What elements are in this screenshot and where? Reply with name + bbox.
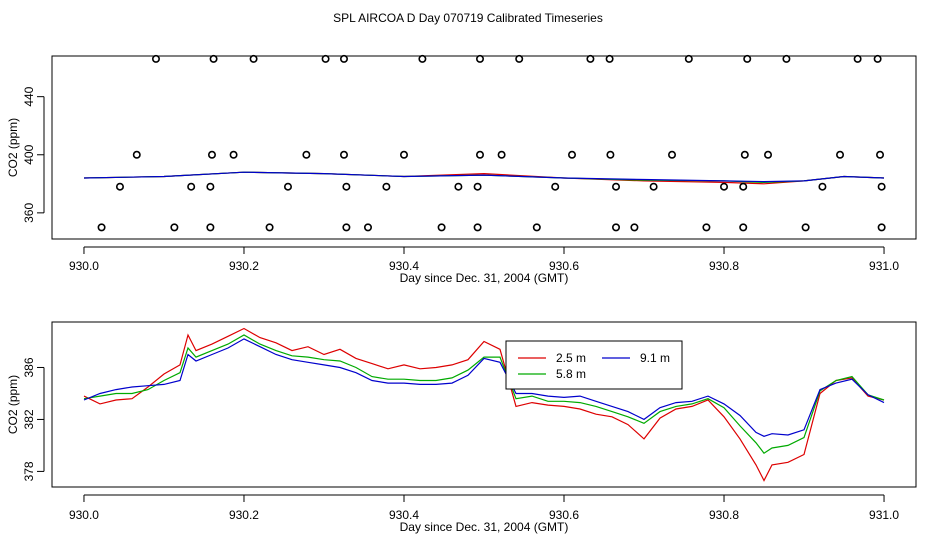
x-tick-label: 931.0 (869, 508, 899, 522)
calibration-point (744, 56, 750, 62)
calibration-point (742, 152, 748, 158)
y-tick-label: 378 (22, 461, 36, 481)
calibration-point (477, 152, 483, 158)
calibration-point (874, 56, 880, 62)
calibration-point (552, 184, 558, 190)
x-tick-label: 930.8 (709, 508, 739, 522)
calibration-point (188, 184, 194, 190)
calibration-point (650, 184, 656, 190)
calibration-point (783, 56, 789, 62)
calibration-point (686, 56, 692, 62)
calibration-point (365, 224, 371, 230)
calibration-point (230, 152, 236, 158)
x-axis-label: Day since Dec. 31, 2004 (GMT) (400, 520, 569, 534)
co2-timeseries-figure: SPL AIRCOA D Day 070719 Calibrated Times… (0, 0, 936, 540)
calibration-point (606, 56, 612, 62)
x-tick-label: 931.0 (869, 259, 899, 273)
x-tick-label: 930.2 (229, 508, 259, 522)
calibration-point (341, 152, 347, 158)
calibration-point (569, 152, 575, 158)
calibration-point (474, 224, 480, 230)
y-tick-label: 440 (22, 86, 36, 106)
calibration-point (207, 224, 213, 230)
calibration-point (498, 152, 504, 158)
y-tick-label: 382 (22, 409, 36, 429)
calibration-point (721, 184, 727, 190)
calibration-point (303, 152, 309, 158)
y-tick-label: 400 (22, 144, 36, 164)
calibration-point (285, 184, 291, 190)
calibration-point (613, 184, 619, 190)
calibration-point (765, 152, 771, 158)
calibration-point (613, 224, 619, 230)
calibration-point (740, 224, 746, 230)
x-tick-label: 930.8 (709, 259, 739, 273)
x-tick-label: 930.0 (69, 259, 99, 273)
calibration-point (837, 152, 843, 158)
calibration-point (534, 224, 540, 230)
calibration-point (474, 184, 480, 190)
calibration-point (341, 56, 347, 62)
calibration-point (209, 152, 215, 158)
calibration-point (802, 224, 808, 230)
calibration-point (322, 56, 328, 62)
calibration-point (631, 224, 637, 230)
y-tick-label: 386 (22, 357, 36, 377)
calibration-point (207, 184, 213, 190)
legend-box (506, 341, 682, 389)
series-line-5-8-m (84, 335, 884, 453)
calibration-point (210, 56, 216, 62)
calibration-point (819, 184, 825, 190)
calibration-point (438, 224, 444, 230)
x-tick-label: 930.2 (229, 259, 259, 273)
figure-title: SPL AIRCOA D Day 070719 Calibrated Times… (333, 11, 603, 25)
calibration-point (153, 56, 159, 62)
calibration-point (343, 184, 349, 190)
calibration-point (516, 56, 522, 62)
x-axis-label: Day since Dec. 31, 2004 (GMT) (400, 271, 569, 285)
calibration-point (669, 152, 675, 158)
legend-label: 9.1 m (640, 351, 670, 365)
legend-label: 2.5 m (556, 351, 586, 365)
calibration-point (455, 184, 461, 190)
legend-label: 5.8 m (556, 367, 586, 381)
calibration-point (419, 56, 425, 62)
plot-frame (52, 56, 916, 239)
calibration-point (607, 152, 613, 158)
calibration-point (878, 224, 884, 230)
y-tick-label: 360 (22, 203, 36, 223)
calibration-point (854, 56, 860, 62)
calibration-point (383, 184, 389, 190)
calibration-point (343, 224, 349, 230)
calibration-point (587, 56, 593, 62)
calibration-point (171, 224, 177, 230)
x-tick-label: 930.0 (69, 508, 99, 522)
calibration-point (250, 56, 256, 62)
calibration-point (703, 224, 709, 230)
calibration-point (740, 184, 746, 190)
calibration-point (98, 224, 104, 230)
y-axis-label: CO2 (ppm) (6, 375, 20, 434)
calibration-point (134, 152, 140, 158)
calibration-point (878, 184, 884, 190)
calibration-point (877, 152, 883, 158)
calibration-point (401, 152, 407, 158)
y-axis-label: CO2 (ppm) (6, 118, 20, 177)
calibration-point (266, 224, 272, 230)
calibration-point (477, 56, 483, 62)
series-line-2-5-m (84, 329, 884, 481)
calibration-point (117, 184, 123, 190)
